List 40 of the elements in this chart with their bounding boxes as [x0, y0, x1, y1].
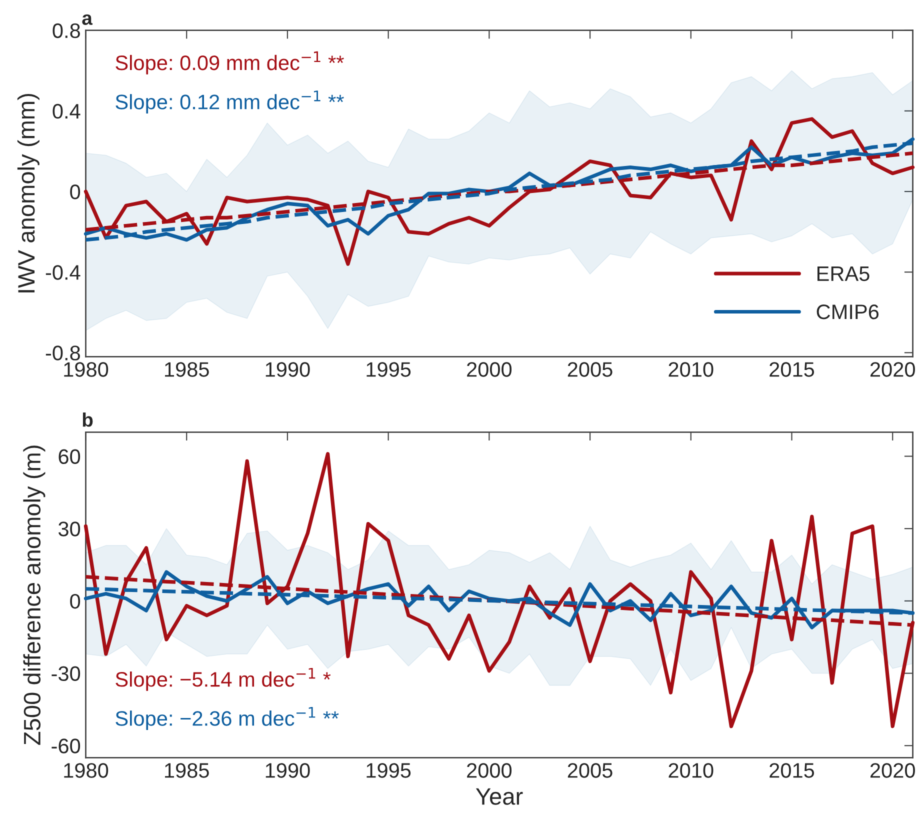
y-tick-label: -0.8 — [46, 346, 80, 360]
y-tick-label: -0.4 — [46, 265, 80, 280]
x-tick-label: 1990 — [266, 362, 310, 377]
chart-title: a — [82, 14, 93, 25]
y-axis-title: IWV anomoly (mm) — [17, 94, 40, 292]
x-tick-label: 1995 — [366, 362, 411, 377]
annotation: Slope: 0.12 mm dec$^{−1}$ ** — [116, 90, 344, 114]
x-tick-label: 2005 — [568, 362, 612, 377]
y-tick-label: 0.8 — [52, 23, 80, 38]
y-tick-label: 0 — [70, 594, 80, 609]
x-tick-label: 2010 — [668, 362, 714, 377]
x-tick-label: 1985 — [165, 763, 209, 778]
y-axis-title: Z500 difference anomoly (m) — [23, 446, 46, 745]
x-tick-label: 1995 — [366, 763, 411, 778]
y-tick-label: 30 — [58, 522, 80, 536]
x-tick-label: 2010 — [668, 763, 714, 778]
x-axis-title: Year — [476, 788, 523, 805]
x-tick-label: 2015 — [770, 763, 814, 778]
annotation: Slope: −2.36 m dec$^{−1}$ ** — [116, 707, 339, 730]
x-tick-label: 1980 — [64, 763, 108, 778]
y-tick-label: -30 — [52, 666, 80, 682]
line-series — [84, 117, 915, 266]
annotation: Slope: 0.09 mm dec$^{−1}$ ** — [116, 51, 344, 74]
x-tick-label: 1985 — [165, 362, 209, 377]
y-tick-label: 0.4 — [52, 104, 80, 119]
legend-label: CMIP6 — [816, 304, 879, 320]
y-tick-label: 0 — [70, 184, 80, 200]
x-tick-label: 2005 — [568, 763, 612, 778]
annotation: Slope: −5.14 m dec$^{−1}$ * — [116, 668, 331, 691]
y-tick-label: 60 — [58, 449, 80, 464]
legend-label: ERA5 — [817, 266, 870, 282]
x-tick-label: 2015 — [770, 362, 814, 377]
x-tick-label: 1990 — [266, 763, 310, 778]
x-tick-label: 2000 — [467, 763, 512, 778]
x-tick-label: 2020 — [870, 763, 915, 778]
x-tick-label: 2020 — [870, 362, 915, 377]
y-tick-label: -60 — [52, 738, 80, 754]
x-tick-label: 1980 — [64, 362, 108, 377]
chart-title: b — [82, 412, 93, 427]
x-tick-label: 2000 — [467, 362, 512, 377]
